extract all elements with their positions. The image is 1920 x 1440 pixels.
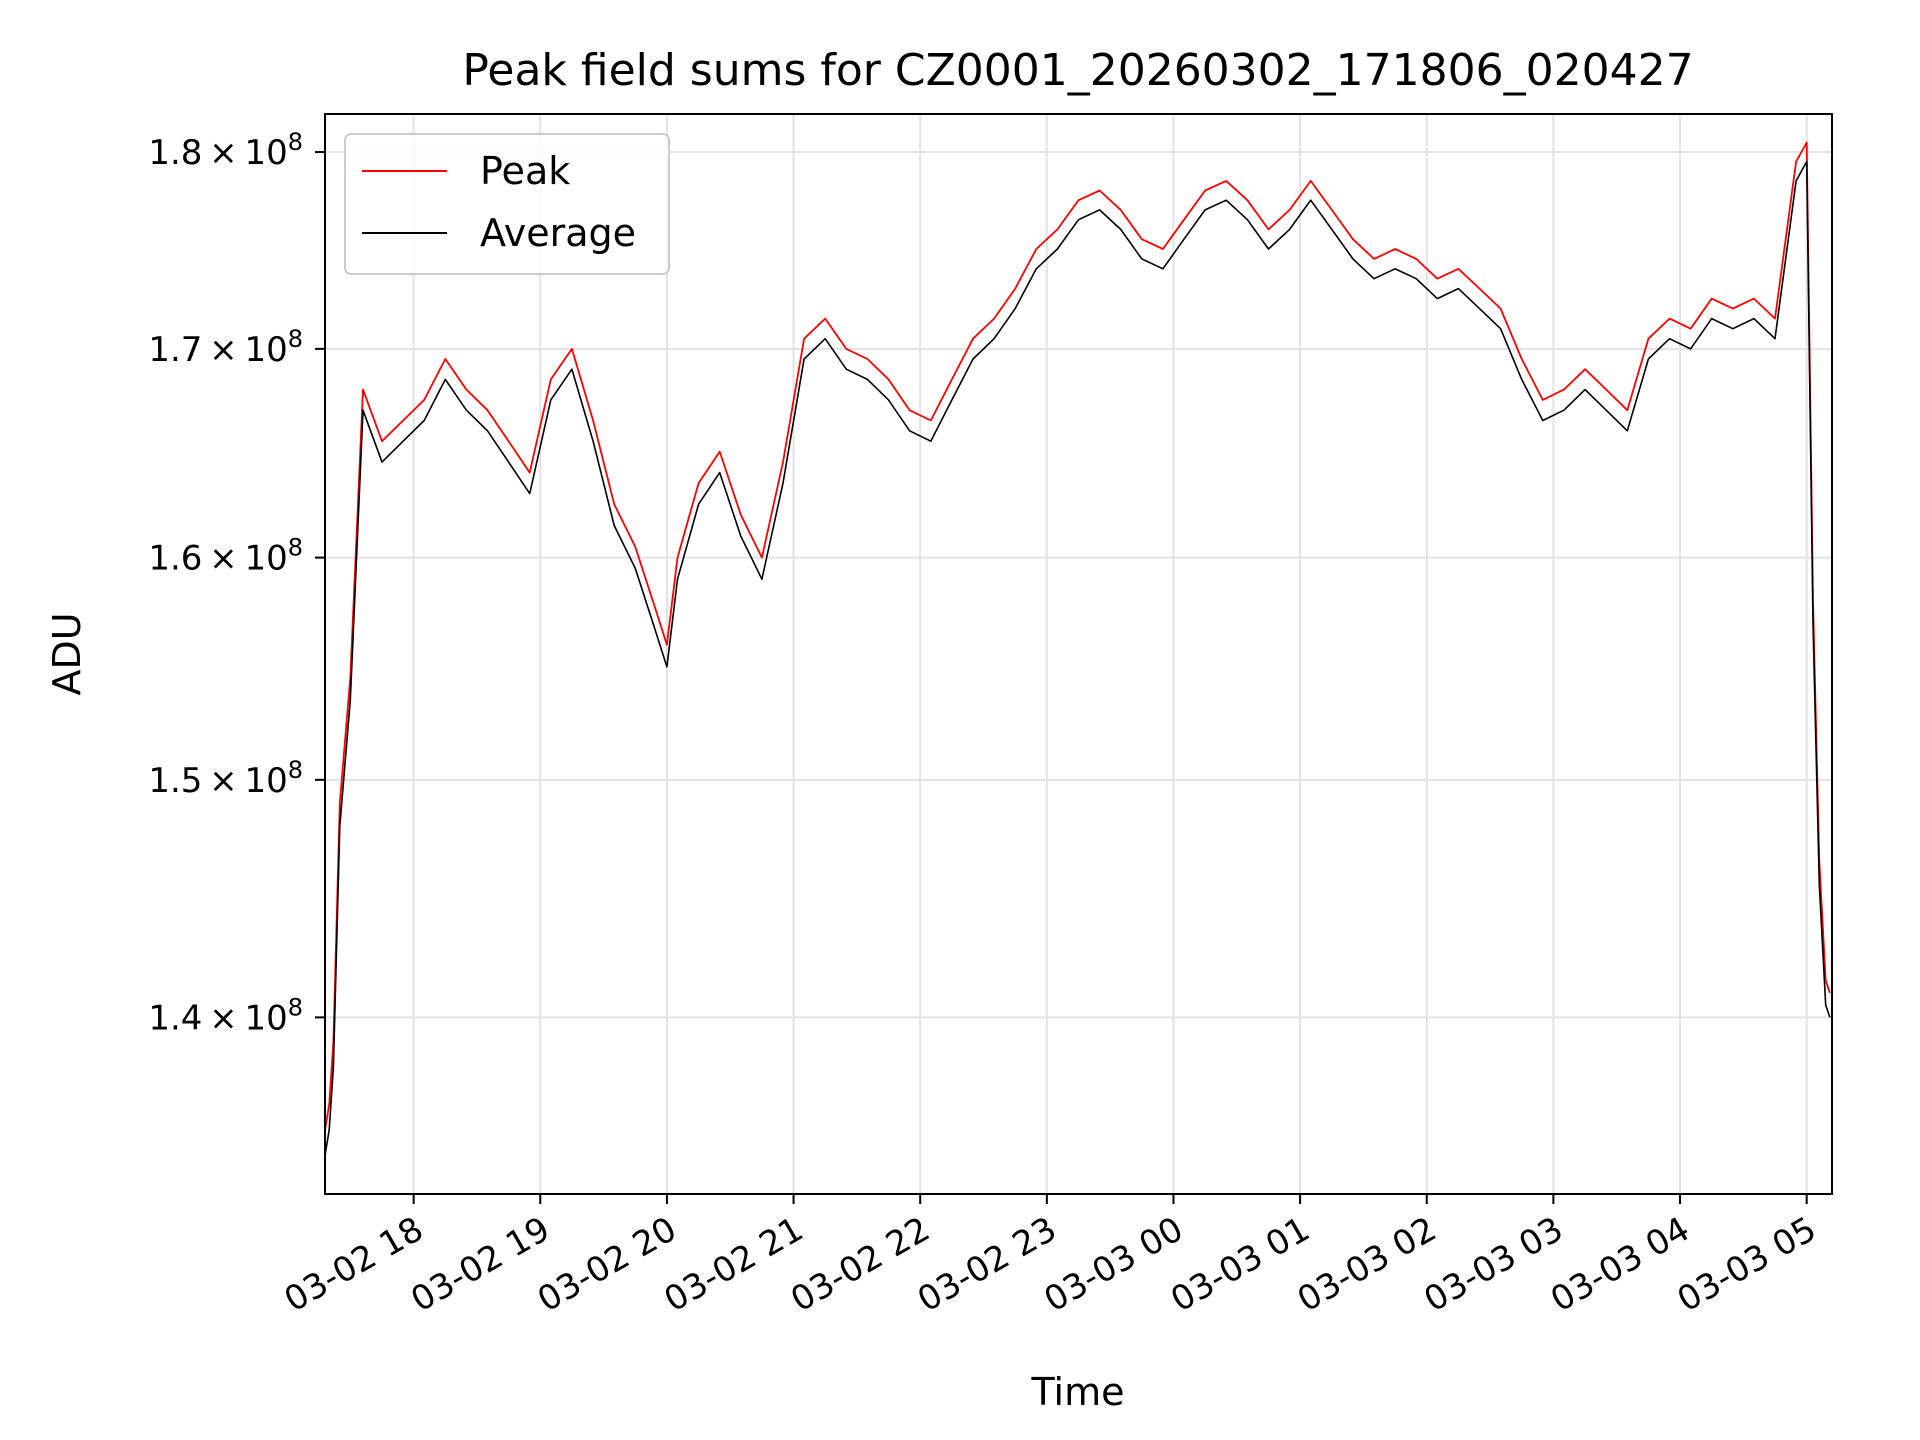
series-line-average [324, 160, 1831, 1156]
series-line-peak [324, 141, 1831, 1131]
y-tick-label: 1.4 × 108 [148, 993, 303, 1038]
series-layer [324, 141, 1831, 1156]
y-tick-label: 1.7 × 108 [148, 325, 303, 370]
y-tick-label: 1.6 × 108 [148, 534, 303, 579]
y-tick-layer: 1.4 × 108 1.5 × 108 1.6 × 108 1.7 × 108 1.8 … [148, 128, 325, 1038]
y-axis-label: ADU [45, 612, 89, 695]
plot-area-frame [324, 113, 1833, 1195]
legend-label-average: Average [480, 211, 636, 255]
chart-title: Peak field sums for CZ0001_20260302_1718… [462, 45, 1693, 96]
legend-box [344, 133, 670, 275]
y-tick-label: 1.8 × 108 [148, 128, 303, 173]
y-tick-label: 1.5 × 108 [148, 756, 303, 801]
grid-layer [325, 114, 1832, 1194]
legend: Peak Average [344, 133, 670, 275]
x-axis-label: Time [1031, 1370, 1125, 1414]
legend-label-peak: Peak [480, 149, 570, 193]
